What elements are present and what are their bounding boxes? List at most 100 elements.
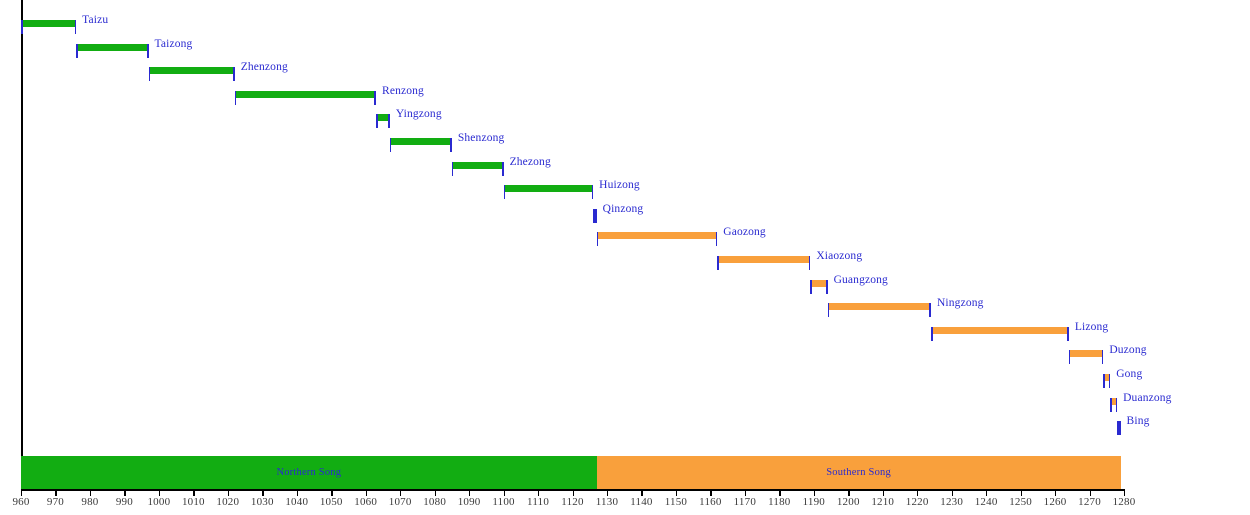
x-axis-tick [675,489,678,496]
reign-end-cap [1118,421,1121,436]
x-axis-tick-label: 1140 [630,496,653,508]
reign-label: Yingzong [395,108,442,121]
x-axis-tick [331,489,333,496]
reign-start-cap [1110,397,1112,412]
reign-row[interactable]: Duzong [0,344,1250,365]
reign-row[interactable]: Zhezong [0,155,1250,176]
reign-bar[interactable] [596,232,718,247]
reign-label: Qinzong [602,202,644,215]
reign-label: Taizu [82,14,109,26]
reign-bar[interactable] [717,256,811,270]
reign-start-cap [76,43,78,58]
reign-bar[interactable] [810,279,828,294]
x-axis-tick-label: 1190 [802,496,825,508]
reign-row[interactable]: Taizong [0,38,1250,58]
reign-bar[interactable] [1068,350,1104,365]
x-axis-tick-label: 990 [115,496,133,508]
reign-start-cap [1103,374,1105,388]
x-axis-tick-label: 1200 [836,496,860,508]
reign-end-cap [591,185,594,200]
reign-label: Shenzong [457,132,505,144]
x-axis-tick-label: 1250 [1009,496,1032,508]
x-axis-tick [1055,489,1057,496]
reign-row[interactable]: Ningzong [0,297,1250,318]
reign-end-cap [825,279,828,294]
reign-row[interactable]: Duanzong [0,392,1250,412]
reign-bar[interactable] [451,161,504,176]
reign-end-cap [388,114,390,129]
x-axis-tick [193,489,195,496]
reign-row[interactable]: Zhenzong [0,61,1250,82]
x-axis-tick [296,489,299,496]
reign-row[interactable]: Lizong [0,320,1250,341]
reign-row[interactable]: Gaozong [0,226,1250,247]
reign-row[interactable]: Guangzong [0,273,1250,294]
reign-bar[interactable] [503,185,594,200]
reign-row[interactable]: Huizong [0,179,1250,200]
reign-label: Guangzong [833,273,888,286]
reign-row[interactable]: Taizu [0,14,1250,34]
x-axis-tick-label: 1270 [1078,496,1101,508]
reign-bar[interactable] [827,303,931,318]
era-segment[interactable]: Northern Song [21,456,597,489]
x-axis-tick-label: 1070 [388,496,412,508]
reign-end-cap [929,303,931,318]
x-axis-tick [124,489,126,496]
x-axis-tick [744,489,747,496]
x-axis-tick-label: 1100 [492,496,515,508]
x-axis-tick [917,489,919,496]
reign-bar[interactable] [21,20,77,34]
reign-bar[interactable] [593,208,597,223]
reign-start-cap [596,232,599,247]
reign-row[interactable]: Shenzong [0,132,1250,152]
reign-bar[interactable] [1117,421,1121,436]
x-axis-tick-label: 1210 [871,496,895,508]
reign-row[interactable]: Bing [0,415,1250,436]
x-axis-tick [400,489,402,496]
reign-bar[interactable] [76,43,149,58]
reign-label: Lizong [1074,320,1109,333]
reign-label: Zhenzong [240,61,288,74]
reign-end-cap [501,161,504,176]
x-axis-tick [434,489,436,496]
reign-start-cap [810,279,812,294]
x-axis-tick [503,489,505,496]
reign-end-cap [1108,374,1111,388]
reign-row[interactable]: Yingzong [0,108,1250,129]
reign-bar[interactable] [389,138,452,152]
reign-label: Zhezong [509,155,551,168]
reign-bar[interactable] [234,90,377,105]
reign-end-cap [450,138,452,152]
reign-end-cap [1101,350,1104,365]
reign-row[interactable]: Qinzong [0,202,1250,223]
reign-row[interactable]: Gong [0,368,1250,388]
reign-start-cap [234,90,237,105]
reign-row[interactable]: Xiaozong [0,250,1250,270]
x-axis-tick-label: 1170 [733,496,757,508]
reign-start-cap [1068,350,1071,365]
reign-row[interactable]: Renzong [0,85,1250,105]
reign-bar[interactable] [148,67,235,82]
x-axis-tick-label: 1160 [699,496,722,508]
x-axis-tick [572,489,574,496]
reign-bar[interactable] [930,326,1069,341]
era-segment[interactable]: Southern Song [596,456,1121,489]
reign-start-cap [389,138,392,152]
x-axis-tick-label: 1110 [527,496,550,508]
reign-end-cap [595,208,597,223]
x-axis-tick [641,489,643,496]
reign-start-cap [376,114,378,129]
x-axis-tick [538,489,540,496]
reign-end-cap [233,67,235,82]
x-axis-tick [262,489,264,496]
reign-label: Gaozong [723,226,766,239]
reign-bar[interactable] [1110,397,1118,412]
reign-bar[interactable] [1103,374,1111,388]
reign-label: Duzong [1109,344,1147,357]
x-axis-tick-label: 980 [81,496,99,508]
x-axis-tick [779,489,781,496]
x-axis-tick [1124,489,1126,496]
reign-bar[interactable] [376,114,390,129]
x-axis-tick [986,489,988,496]
